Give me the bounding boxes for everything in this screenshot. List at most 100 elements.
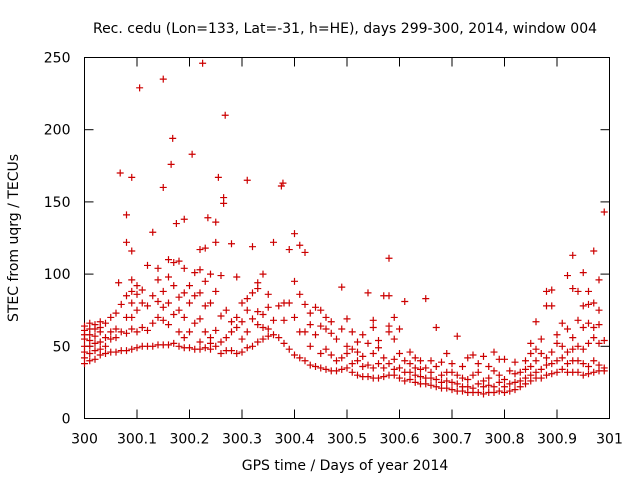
data-point: [233, 324, 241, 332]
data-point: [212, 218, 220, 226]
data-point: [238, 348, 246, 356]
data-point: [380, 364, 388, 372]
data-point: [333, 357, 340, 365]
x-tick-label: 300: [71, 432, 98, 448]
data-point: [199, 59, 207, 67]
data-point: [86, 350, 94, 358]
data-point: [154, 276, 162, 284]
x-axis-label: GPS time / Days of year 2014: [242, 458, 449, 474]
data-point: [180, 215, 188, 223]
data-point: [579, 302, 587, 310]
data-point: [180, 264, 188, 272]
data-point: [490, 367, 498, 375]
data-point: [474, 360, 482, 368]
data-point: [204, 214, 212, 222]
data-point: [249, 315, 256, 323]
data-point: [406, 368, 414, 376]
data-point: [532, 345, 540, 353]
data-point: [448, 386, 456, 394]
data-point: [264, 303, 272, 311]
data-point: [128, 247, 136, 255]
data-point: [459, 363, 466, 371]
y-tick-label: 100: [44, 267, 71, 283]
data-point: [480, 390, 487, 398]
data-point: [291, 277, 298, 285]
data-point: [221, 111, 229, 119]
data-point: [396, 364, 403, 372]
data-point: [243, 344, 251, 352]
data-point: [469, 351, 477, 359]
x-tick-label: 300.7: [432, 432, 472, 448]
x-tick-label: 300.3: [222, 432, 262, 448]
data-point: [443, 377, 451, 385]
data-point: [264, 332, 272, 340]
data-point: [432, 324, 440, 332]
data-point: [196, 338, 204, 346]
data-point: [238, 335, 246, 343]
data-point: [249, 243, 256, 251]
x-tick-label: 301: [596, 432, 623, 448]
data-point: [459, 374, 466, 382]
data-point: [548, 348, 556, 356]
data-point: [432, 383, 440, 391]
data-point: [543, 371, 550, 379]
y-tick-label: 50: [53, 339, 71, 355]
data-point: [453, 371, 461, 379]
data-point: [501, 355, 508, 363]
data-point: [558, 354, 566, 362]
data-point: [343, 350, 351, 358]
data-point: [243, 306, 251, 314]
data-point: [600, 364, 608, 372]
data-point: [543, 361, 550, 369]
data-point: [590, 368, 598, 376]
data-point: [280, 339, 288, 347]
data-point: [275, 302, 283, 310]
data-point: [123, 347, 130, 355]
data-point: [338, 354, 346, 362]
data-point: [191, 269, 199, 277]
data-point: [222, 334, 230, 342]
data-point: [154, 298, 162, 306]
data-point: [322, 345, 330, 353]
data-point: [327, 351, 335, 359]
data-point: [144, 261, 151, 269]
data-point: [422, 295, 430, 303]
data-point: [348, 368, 356, 376]
data-point: [306, 342, 314, 350]
data-point: [574, 287, 582, 295]
data-point: [537, 350, 545, 358]
data-point: [537, 374, 545, 382]
data-point: [448, 360, 456, 368]
data-point: [359, 331, 367, 339]
data-point: [411, 371, 419, 379]
data-point: [501, 383, 508, 391]
data-point: [553, 368, 561, 376]
data-point: [149, 342, 157, 350]
data-point: [270, 316, 277, 324]
data-point: [123, 329, 130, 337]
data-point: [285, 246, 293, 254]
data-point: [448, 378, 456, 386]
data-point: [159, 303, 167, 311]
data-point: [333, 367, 340, 375]
data-point: [522, 357, 529, 365]
data-point: [138, 324, 146, 332]
data-point: [259, 335, 267, 343]
data-point: [133, 344, 141, 352]
data-point: [569, 251, 577, 259]
data-point: [264, 325, 272, 333]
data-point: [259, 324, 267, 332]
data-point: [343, 364, 351, 372]
data-point: [317, 306, 325, 314]
data-point: [117, 300, 125, 308]
data-point: [312, 363, 319, 371]
data-point: [427, 368, 435, 376]
data-point: [291, 230, 298, 238]
data-point: [317, 322, 325, 330]
data-point: [453, 332, 461, 340]
data-point: [144, 326, 151, 334]
data-point: [595, 321, 603, 329]
data-point: [585, 370, 592, 378]
data-point: [432, 376, 440, 384]
data-point: [390, 355, 398, 363]
